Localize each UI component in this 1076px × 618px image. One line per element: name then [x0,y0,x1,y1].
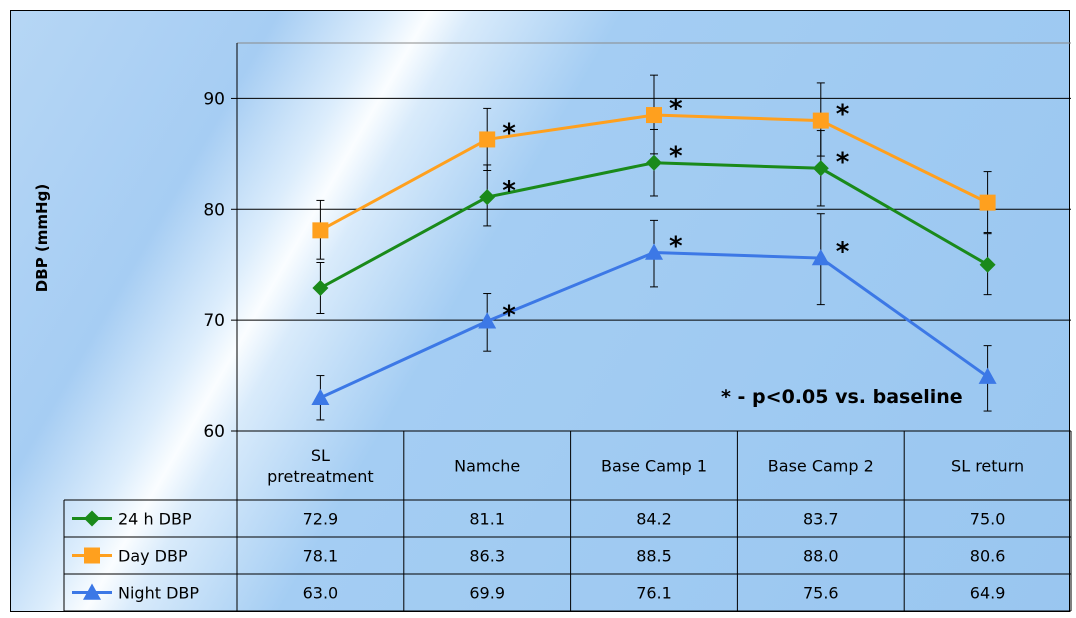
significance-star: * [836,100,850,130]
legend-marker [83,583,101,600]
significance-star: * [669,232,683,262]
data-point [478,312,497,329]
table-value: 75.6 [803,584,839,603]
legend-label: Night DBP [118,584,199,603]
table-value: 75.0 [970,510,1006,529]
data-point [812,112,829,129]
table-value: 63.0 [303,584,339,603]
table-value: 88.5 [636,547,672,566]
category-label: SL [311,446,330,465]
significance-star: * [836,147,850,177]
category-label: SL return [951,457,1024,476]
table-value: 86.3 [469,547,505,566]
legend-label: 24 h DBP [118,510,192,529]
y-tick-label: 70 [203,311,225,331]
significance-star: * [669,94,683,124]
plot-area: * * * * * * * * * [311,74,997,421]
table-value: 81.1 [469,510,505,529]
table-value: 64.9 [970,584,1006,603]
category-label: Base Camp 1 [601,457,707,476]
significance-star: * [502,176,516,206]
data-point [645,243,663,260]
significance-star: * [502,300,516,330]
data-point [979,194,996,211]
table-value: 69.9 [469,584,505,603]
significance-star: * [502,118,516,148]
y-axis-label: DBP (mmHg) [33,184,51,292]
table-value: 80.6 [970,547,1006,566]
data-point [312,222,329,239]
data-point [479,189,496,206]
table-value: 72.9 [303,510,339,529]
significance-star: * [836,237,850,267]
significance-note: * - p<0.05 vs. baseline [721,386,963,408]
data-point [646,154,662,171]
legend-marker [84,510,100,527]
significance-star: * [669,142,683,172]
legend-label: Day DBP [118,547,188,566]
table-value: 83.7 [803,510,839,529]
data-point [311,388,330,405]
category-label: Namche [454,457,520,476]
data-table: SL pretreatment Namche Base Camp 1 Base Camp… [63,430,1072,612]
legend-marker [84,547,100,564]
y-tick-label: 80 [203,200,225,220]
table-value: 88.0 [803,547,839,566]
data-point [646,107,662,124]
data-point [812,160,829,177]
table-value: 84.2 [636,510,672,529]
category-label: pretreatment [267,467,374,486]
category-label: Base Camp 2 [768,457,874,476]
data-point [979,256,996,273]
data-point [978,367,997,384]
y-tick-label: 60 [203,422,225,442]
data-point [811,249,830,266]
table-value: 76.1 [636,584,672,603]
data-point [479,131,496,148]
y-tick-label: 90 [203,89,225,109]
table-value: 78.1 [303,547,339,566]
data-point [312,279,329,296]
